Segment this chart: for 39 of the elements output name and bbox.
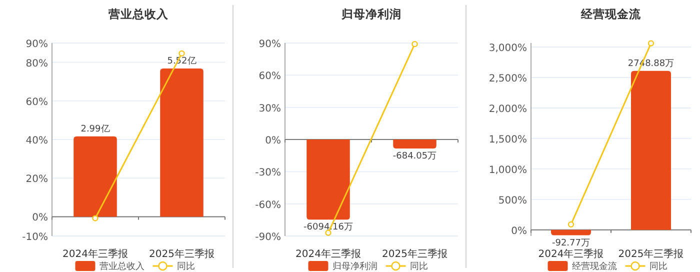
y-tick-label: 2,500% <box>488 73 527 84</box>
x-tick-label: 2024年三季报 <box>62 248 128 260</box>
y-tick-label: 90% <box>258 39 281 50</box>
y-tick-label: 1,000% <box>488 164 527 176</box>
chart-title: 经营现金流 <box>580 7 642 21</box>
legend-label: 经营现金流 <box>572 261 617 272</box>
y-tick-label: 2,000% <box>488 104 527 115</box>
y-tick-label: 3,000% <box>488 42 527 54</box>
y-tick-label: 0% <box>32 212 48 224</box>
y-tick-label: -10% <box>22 232 48 243</box>
legend-label: 同比 <box>410 261 428 272</box>
y-tick-label: 0% <box>265 136 281 146</box>
x-tick-label: 2024年三季报 <box>538 248 604 260</box>
y-tick-label: 90% <box>26 39 48 50</box>
y-tick-label: 500% <box>498 195 527 206</box>
y-tick-label: 60% <box>258 71 281 82</box>
data-label: -92.77万 <box>552 238 590 248</box>
y-tick-label: 40% <box>26 136 48 146</box>
legend-label: 营业总收入 <box>99 261 144 272</box>
x-tick-label: 2025年三季报 <box>382 248 448 260</box>
x-tick-label: 2025年三季报 <box>149 248 214 260</box>
x-tick-label: 2025年三季报 <box>618 248 684 260</box>
legend-label: 同比 <box>176 261 195 272</box>
chart-title: 归母净利润 <box>340 7 402 21</box>
y-tick-label: -60% <box>255 200 281 211</box>
x-tick-label: 2024年三季报 <box>296 248 361 260</box>
legend-label: 归母净利润 <box>332 261 378 272</box>
chart-title: 营业总收入 <box>108 7 170 21</box>
legend-label: 同比 <box>649 261 668 272</box>
y-tick-label: 1,500% <box>488 134 527 146</box>
data-label: -684.05万 <box>392 151 437 162</box>
y-tick-label: 80% <box>26 58 48 70</box>
y-tick-label: -90% <box>255 232 281 243</box>
y-tick-label: -30% <box>255 168 281 179</box>
y-tick-label: 30% <box>258 103 281 114</box>
data-label: 2.99亿 <box>80 123 110 134</box>
y-tick-label: 0% <box>511 226 527 237</box>
y-tick-label: 60% <box>26 96 48 108</box>
y-tick-label: 20% <box>26 174 48 186</box>
